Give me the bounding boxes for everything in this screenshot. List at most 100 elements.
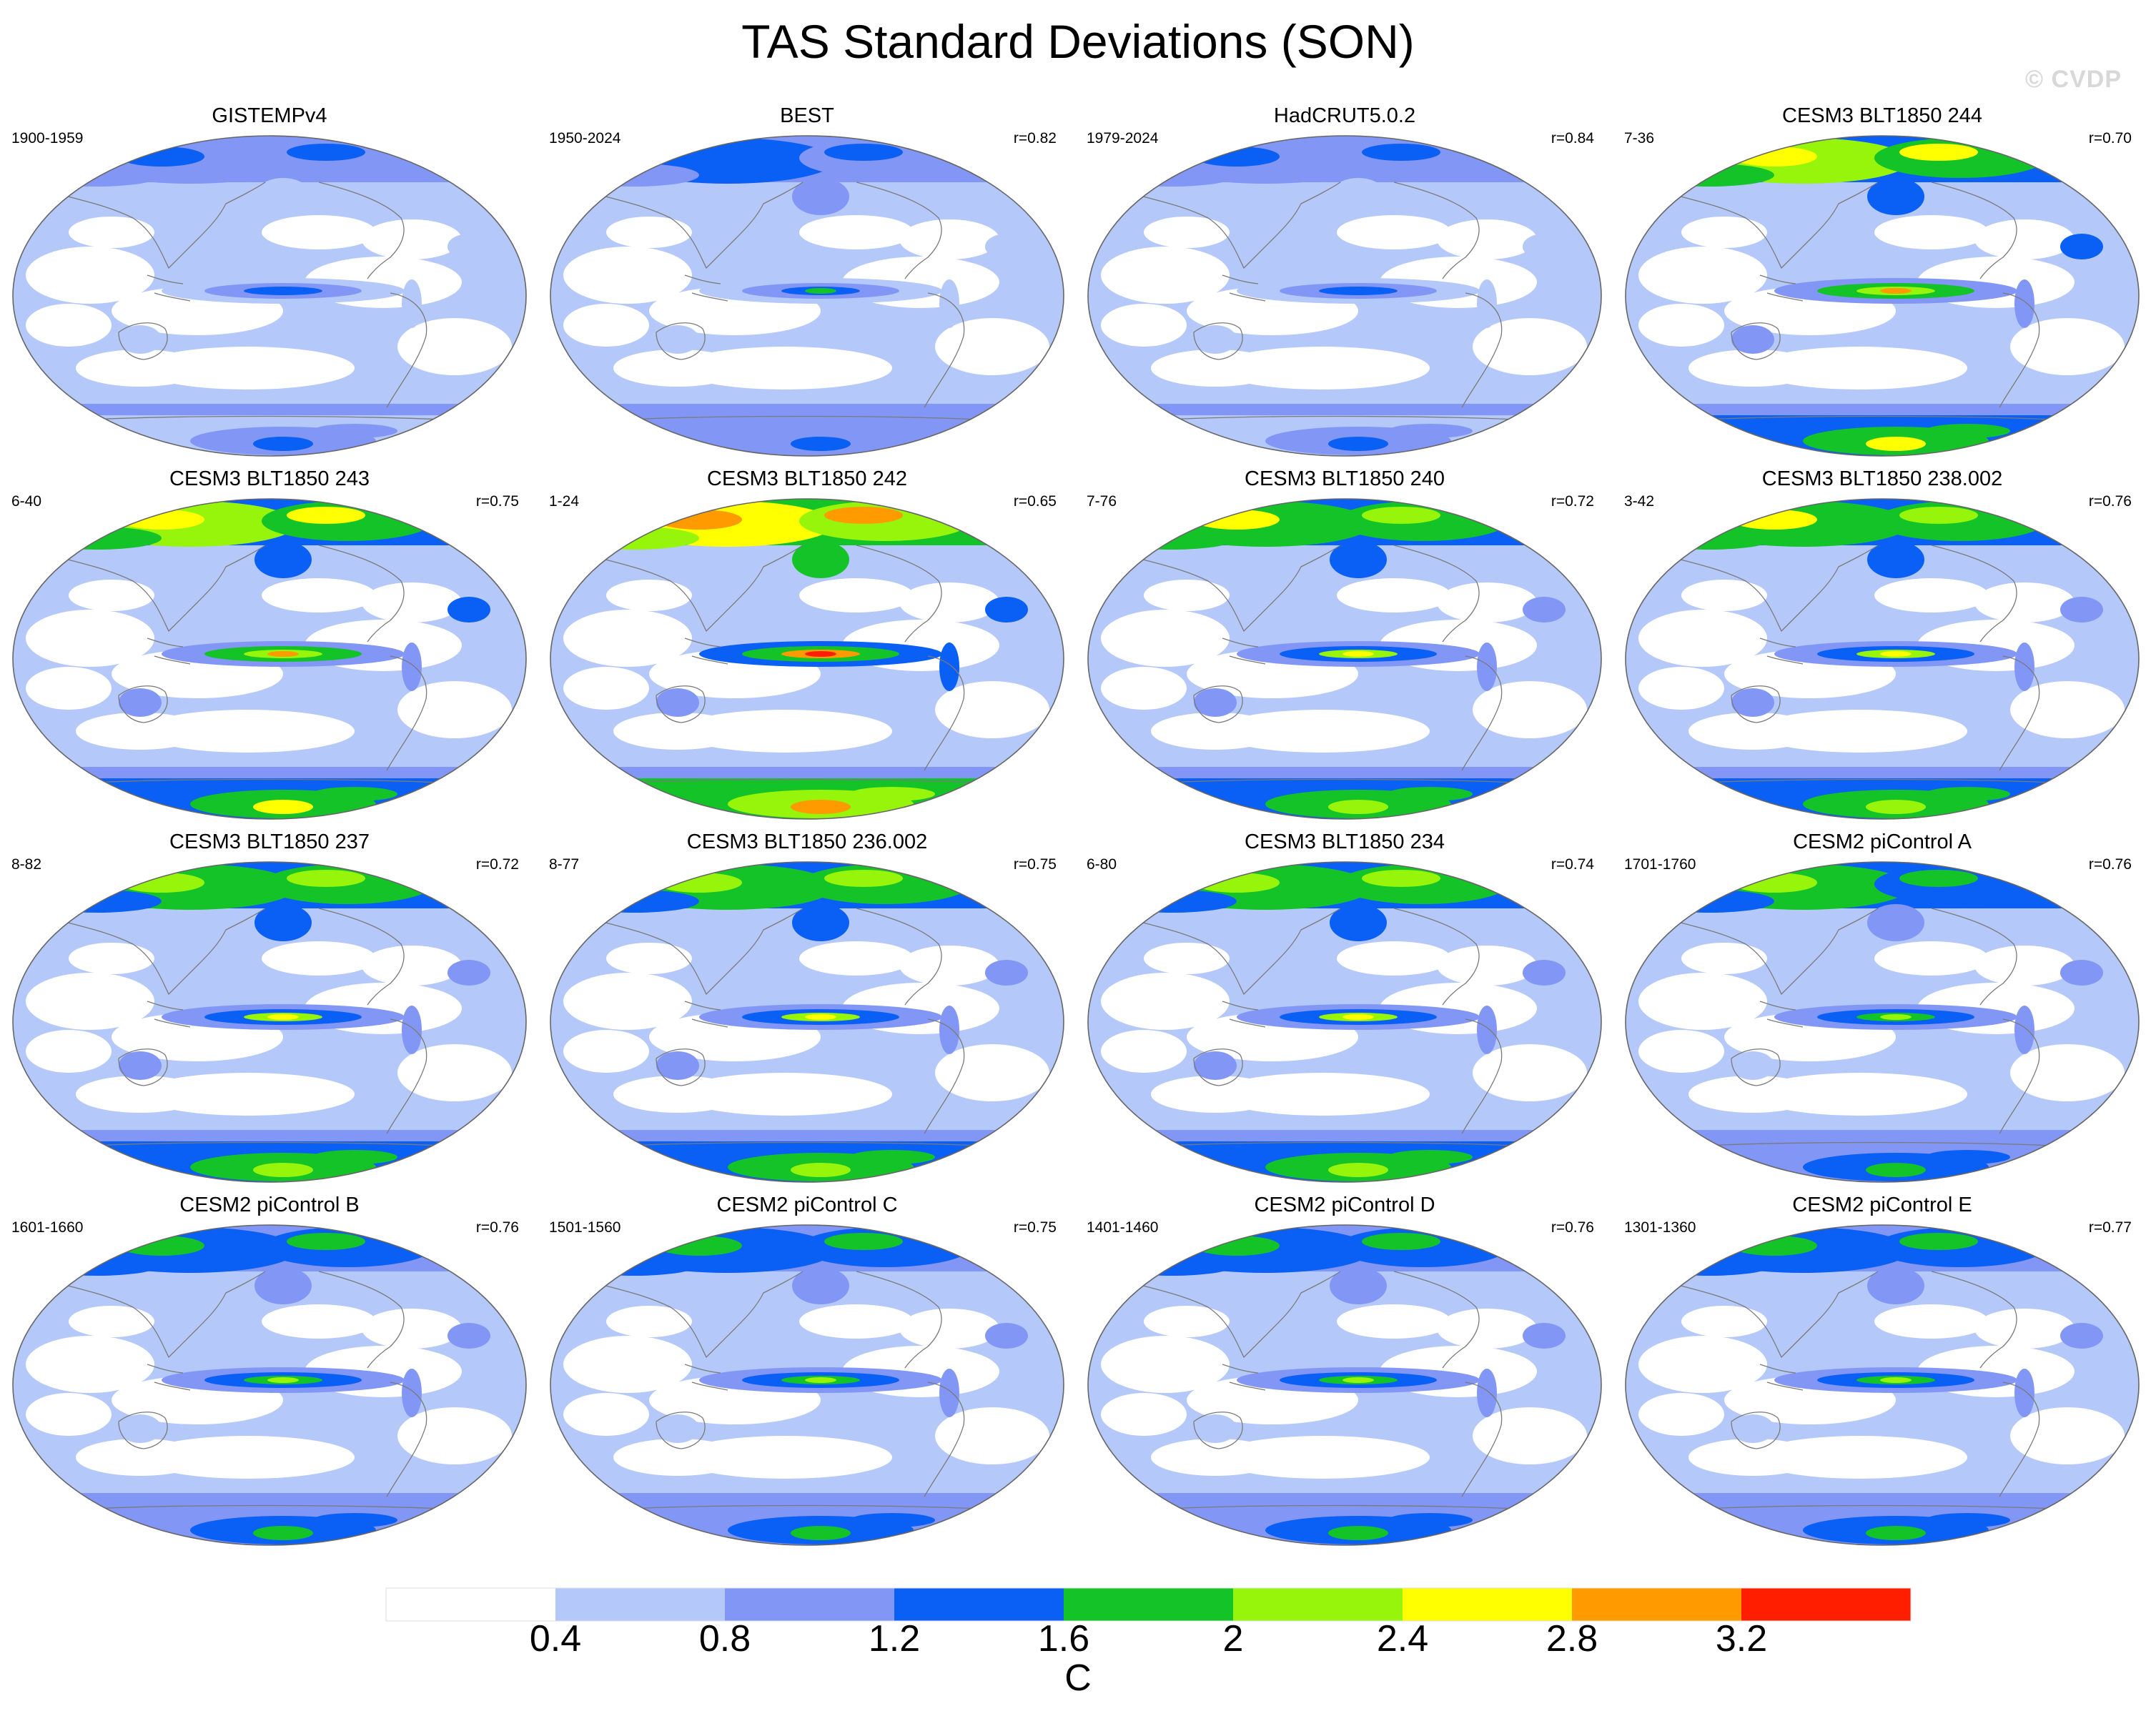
panel-title: BEST <box>780 104 834 127</box>
panel-period: 1-24 <box>549 493 580 510</box>
panel-title: CESM3 BLT1850 237 <box>169 830 370 853</box>
colorbar-unit-label: C <box>1064 1657 1092 1699</box>
panel-title: CESM3 BLT1850 242 <box>707 467 907 490</box>
panel-period: 1301-1360 <box>1624 1219 1696 1236</box>
map-panel: CESM3 BLT1850 243 6-40 r=0.75 <box>0 467 539 830</box>
panel-period: 3-42 <box>1624 493 1655 510</box>
panel-pattern-correlation: r=0.75 <box>1013 856 1057 873</box>
colorbar: 0.4 0.8 1.2 1.6 2 2.4 2.8 3.2 <box>385 1587 1912 1658</box>
robinson-map <box>550 498 1064 820</box>
panel-pattern-correlation: r=0.75 <box>1013 1219 1057 1236</box>
panel-period: 1501-1560 <box>549 1219 621 1236</box>
colorbar-swatch <box>555 1588 725 1621</box>
panel-title: CESM3 BLT1850 243 <box>169 467 370 490</box>
colorbar-tick-label: 1.2 <box>869 1618 920 1658</box>
map-panel: GISTEMPv4 1900-1959 <box>0 104 539 467</box>
colorbar-swatch <box>1403 1588 1572 1621</box>
panel-period: 7-76 <box>1087 493 1117 510</box>
colorbar-tick-label: 0.8 <box>699 1618 751 1658</box>
panel-pattern-correlation: r=0.72 <box>475 856 519 873</box>
panel-title: CESM2 piControl D <box>1254 1194 1435 1216</box>
colorbar-tick-label: 2.4 <box>1377 1618 1428 1658</box>
panel-title: CESM3 BLT1850 240 <box>1245 467 1445 490</box>
map-panel: CESM3 BLT1850 238.002 3-42 r=0.76 <box>1613 467 2152 830</box>
robinson-map <box>550 861 1064 1183</box>
panel-period: 1701-1760 <box>1624 856 1696 873</box>
panel-title: CESM2 piControl A <box>1793 830 1972 853</box>
map-panel: CESM3 BLT1850 242 1-24 r=0.65 <box>538 467 1077 830</box>
panel-title: CESM3 BLT1850 236.002 <box>686 830 928 853</box>
panel-pattern-correlation: r=0.76 <box>1551 1219 1594 1236</box>
robinson-map <box>1625 498 2140 820</box>
panel-pattern-correlation: r=0.70 <box>2088 130 2132 147</box>
panel-pattern-correlation: r=0.82 <box>1013 130 1057 147</box>
panel-period: 1950-2024 <box>549 130 621 147</box>
panel-pattern-correlation: r=0.84 <box>1551 130 1594 147</box>
robinson-map <box>550 135 1064 457</box>
panel-pattern-correlation: r=0.74 <box>1551 856 1594 873</box>
colorbar-swatch <box>894 1588 1064 1621</box>
colorbar-swatch <box>1233 1588 1403 1621</box>
panel-title: GISTEMPv4 <box>212 104 327 127</box>
map-panel: HadCRUT5.0.2 1979-2024 r=0.84 <box>1075 104 1614 467</box>
panel-pattern-correlation: r=0.77 <box>2088 1219 2132 1236</box>
colorbar-tick-label: 3.2 <box>1716 1618 1767 1658</box>
map-panel: CESM2 piControl D 1401-1460 r=0.76 <box>1075 1193 1614 1556</box>
panel-pattern-correlation: r=0.76 <box>2088 493 2132 510</box>
colorbar-swatch <box>1064 1588 1233 1621</box>
map-panel: CESM3 BLT1850 236.002 8-77 r=0.75 <box>538 830 1077 1193</box>
robinson-map <box>1625 135 2140 457</box>
robinson-map <box>1087 498 1602 820</box>
map-panel: CESM3 BLT1850 234 6-80 r=0.74 <box>1075 830 1614 1193</box>
colorbar-swatch <box>386 1588 555 1621</box>
robinson-map <box>12 1224 527 1546</box>
robinson-map <box>1087 1224 1602 1546</box>
map-panel: CESM2 piControl B 1601-1660 r=0.76 <box>0 1193 539 1556</box>
colorbar-swatch <box>1741 1588 1911 1621</box>
robinson-map <box>12 861 527 1183</box>
map-panel: CESM3 BLT1850 237 8-82 r=0.72 <box>0 830 539 1193</box>
robinson-map <box>1087 135 1602 457</box>
panel-period: 6-80 <box>1087 856 1117 873</box>
panel-title: CESM3 BLT1850 238.002 <box>1761 467 2003 490</box>
panel-title: CESM3 BLT1850 234 <box>1245 830 1445 853</box>
map-panel: CESM2 piControl E 1301-1360 r=0.77 <box>1613 1193 2152 1556</box>
panel-period: 8-77 <box>549 856 580 873</box>
panel-period: 1601-1660 <box>11 1219 84 1236</box>
panel-period: 1979-2024 <box>1087 130 1159 147</box>
colorbar-tick-label: 1.6 <box>1038 1618 1089 1658</box>
robinson-map <box>550 1224 1064 1546</box>
panel-pattern-correlation: r=0.76 <box>475 1219 519 1236</box>
map-panel: CESM3 BLT1850 244 7-36 r=0.70 <box>1613 104 2152 467</box>
panel-title: CESM2 piControl B <box>179 1194 360 1216</box>
robinson-map <box>12 135 527 457</box>
colorbar-tick-label: 2 <box>1223 1618 1244 1658</box>
panel-title: CESM2 piControl E <box>1792 1194 1972 1216</box>
panel-period: 8-82 <box>11 856 42 873</box>
colorbar-frame <box>385 1587 1912 1622</box>
panel-pattern-correlation: r=0.76 <box>2088 856 2132 873</box>
figure-title: TAS Standard Deviations (SON) <box>741 15 1415 68</box>
map-panel: CESM3 BLT1850 240 7-76 r=0.72 <box>1075 467 1614 830</box>
panel-pattern-correlation: r=0.75 <box>475 493 519 510</box>
panel-period: 1900-1959 <box>11 130 84 147</box>
cvdp-watermark: © CVDP <box>2025 66 2122 93</box>
robinson-map <box>12 498 527 820</box>
panel-pattern-correlation: r=0.65 <box>1013 493 1057 510</box>
panel-period: 6-40 <box>11 493 42 510</box>
colorbar-swatch <box>1572 1588 1741 1621</box>
panel-title: CESM3 BLT1850 244 <box>1782 104 1982 127</box>
robinson-map <box>1087 861 1602 1183</box>
panel-title: HadCRUT5.0.2 <box>1273 104 1416 127</box>
map-panel: BEST 1950-2024 r=0.82 <box>538 104 1077 467</box>
panel-title: CESM2 piControl C <box>716 1194 898 1216</box>
map-panel: CESM2 piControl C 1501-1560 r=0.75 <box>538 1193 1077 1556</box>
colorbar-swatch <box>725 1588 894 1621</box>
robinson-map <box>1625 1224 2140 1546</box>
colorbar-tick-label: 0.4 <box>530 1618 581 1658</box>
map-panel: CESM2 piControl A 1701-1760 r=0.76 <box>1613 830 2152 1193</box>
colorbar-tick-label: 2.8 <box>1546 1618 1598 1658</box>
panel-period: 7-36 <box>1624 130 1655 147</box>
robinson-map <box>1625 861 2140 1183</box>
panel-pattern-correlation: r=0.72 <box>1551 493 1594 510</box>
